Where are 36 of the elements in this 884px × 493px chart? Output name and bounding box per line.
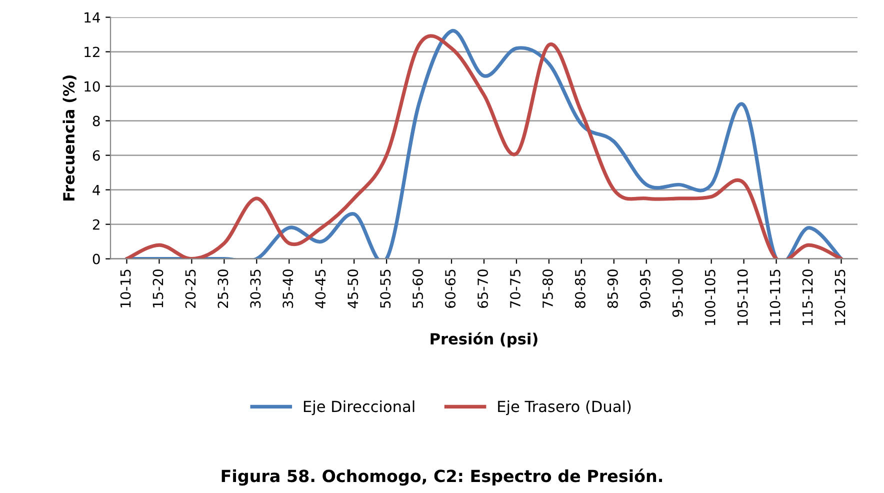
legend-label: Eje Trasero (Dual) bbox=[498, 400, 631, 416]
x-tick-label: 65-70 bbox=[478, 269, 488, 308]
x-tick-label: 70-75 bbox=[510, 270, 520, 308]
y-tick-label: 10 bbox=[84, 81, 100, 92]
x-tick-label: 100-105 bbox=[704, 270, 716, 326]
y-tick-label: 6 bbox=[92, 150, 100, 161]
x-tick-label: 25-30 bbox=[218, 269, 228, 308]
y-tick-label: 8 bbox=[92, 116, 100, 126]
x-tick-label: 10-15 bbox=[120, 270, 131, 308]
x-tick-label: 50-55 bbox=[380, 270, 391, 308]
x-tick-label: 110-115 bbox=[770, 270, 780, 326]
y-tick-label: 4 bbox=[92, 184, 100, 196]
x-tick-label: 90-95 bbox=[640, 270, 650, 308]
legend-label: Eje Direccional bbox=[304, 400, 414, 416]
x-tick-label: 20-25 bbox=[185, 270, 196, 308]
x-tick-label: 80-85 bbox=[574, 270, 586, 308]
y-tick-label: 0 bbox=[92, 254, 100, 264]
text: Figura 58. Ochomogo, C2: Espectro de Presión. bbox=[222, 468, 662, 486]
x-tick-label: 35-40 bbox=[282, 269, 294, 308]
x-tick-label: 95-100 bbox=[672, 269, 683, 317]
x-tick-label: 40-45 bbox=[315, 270, 326, 308]
y-axis-title: Frecuencia (%) bbox=[62, 75, 76, 200]
y-tick-label: 12 bbox=[84, 46, 100, 58]
x-tick-label: 105-110 bbox=[737, 269, 748, 326]
x-tick-label: 30-35 bbox=[250, 270, 261, 308]
x-tick-label: 15-20 bbox=[152, 269, 164, 308]
x-tick-label: 60-65 bbox=[445, 270, 456, 308]
x-tick-label: 45-50 bbox=[348, 269, 358, 308]
x-tick-label: 120-125 bbox=[834, 270, 846, 326]
x-tick-label: 55-60 bbox=[412, 269, 424, 308]
y-tick-label: 14 bbox=[84, 12, 100, 23]
x-tick-label: 85-90 bbox=[607, 269, 618, 308]
y-tick-label: 2 bbox=[92, 219, 100, 230]
x-tick-label: 115-120 bbox=[802, 269, 813, 326]
x-tick-label: 75-80 bbox=[542, 269, 553, 308]
x-axis-title: Presión (psi) bbox=[430, 332, 538, 348]
